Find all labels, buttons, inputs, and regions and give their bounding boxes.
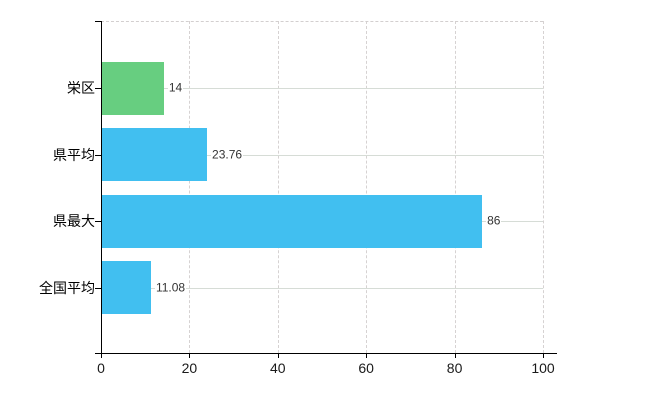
horizontal-gridline <box>102 154 543 156</box>
x-axis-tick <box>366 353 368 358</box>
category-label: 全国平均 <box>39 279 95 296</box>
x-axis-line <box>95 353 557 354</box>
x-tick-label: 40 <box>270 360 286 376</box>
x-axis-tick <box>454 353 456 358</box>
x-axis-tick <box>101 353 102 358</box>
horizontal-gridline <box>102 287 543 289</box>
value-label: 23.76 <box>211 146 244 162</box>
bar-blue <box>102 194 483 248</box>
x-tick-label: 80 <box>446 360 463 376</box>
x-tick-label: 20 <box>181 360 198 376</box>
value-label: 14 <box>167 80 184 95</box>
category-label: 栄区 <box>67 80 95 96</box>
category-label: 県平均 <box>53 146 95 163</box>
x-tick-label: 0 <box>97 360 105 376</box>
x-axis-tick <box>543 353 544 358</box>
vertical-gridline <box>189 21 191 353</box>
x-tick-label: 60 <box>358 360 374 376</box>
y-axis-line <box>101 21 102 353</box>
y-axis-tick <box>95 287 101 289</box>
y-axis-tick <box>95 154 101 156</box>
value-label: 86 <box>486 213 502 228</box>
x-tick-label: 100 <box>531 360 555 376</box>
category-label: 県最大 <box>53 213 95 229</box>
x-axis-tick <box>277 353 279 358</box>
bar-green <box>102 61 164 115</box>
vertical-gridline <box>366 21 368 353</box>
value-label: 11.08 <box>154 279 187 295</box>
bar-blue <box>102 261 151 314</box>
vertical-gridline <box>454 21 456 353</box>
vertical-gridline <box>277 21 279 353</box>
y-axis-tick <box>95 221 101 222</box>
bar-blue <box>102 128 208 181</box>
y-axis-top-tick <box>95 21 101 22</box>
vertical-gridline <box>543 21 544 353</box>
x-axis-tick <box>189 353 191 358</box>
horizontal-gridline <box>102 88 543 89</box>
plot-top-border <box>101 21 543 22</box>
y-axis-tick <box>95 88 101 89</box>
